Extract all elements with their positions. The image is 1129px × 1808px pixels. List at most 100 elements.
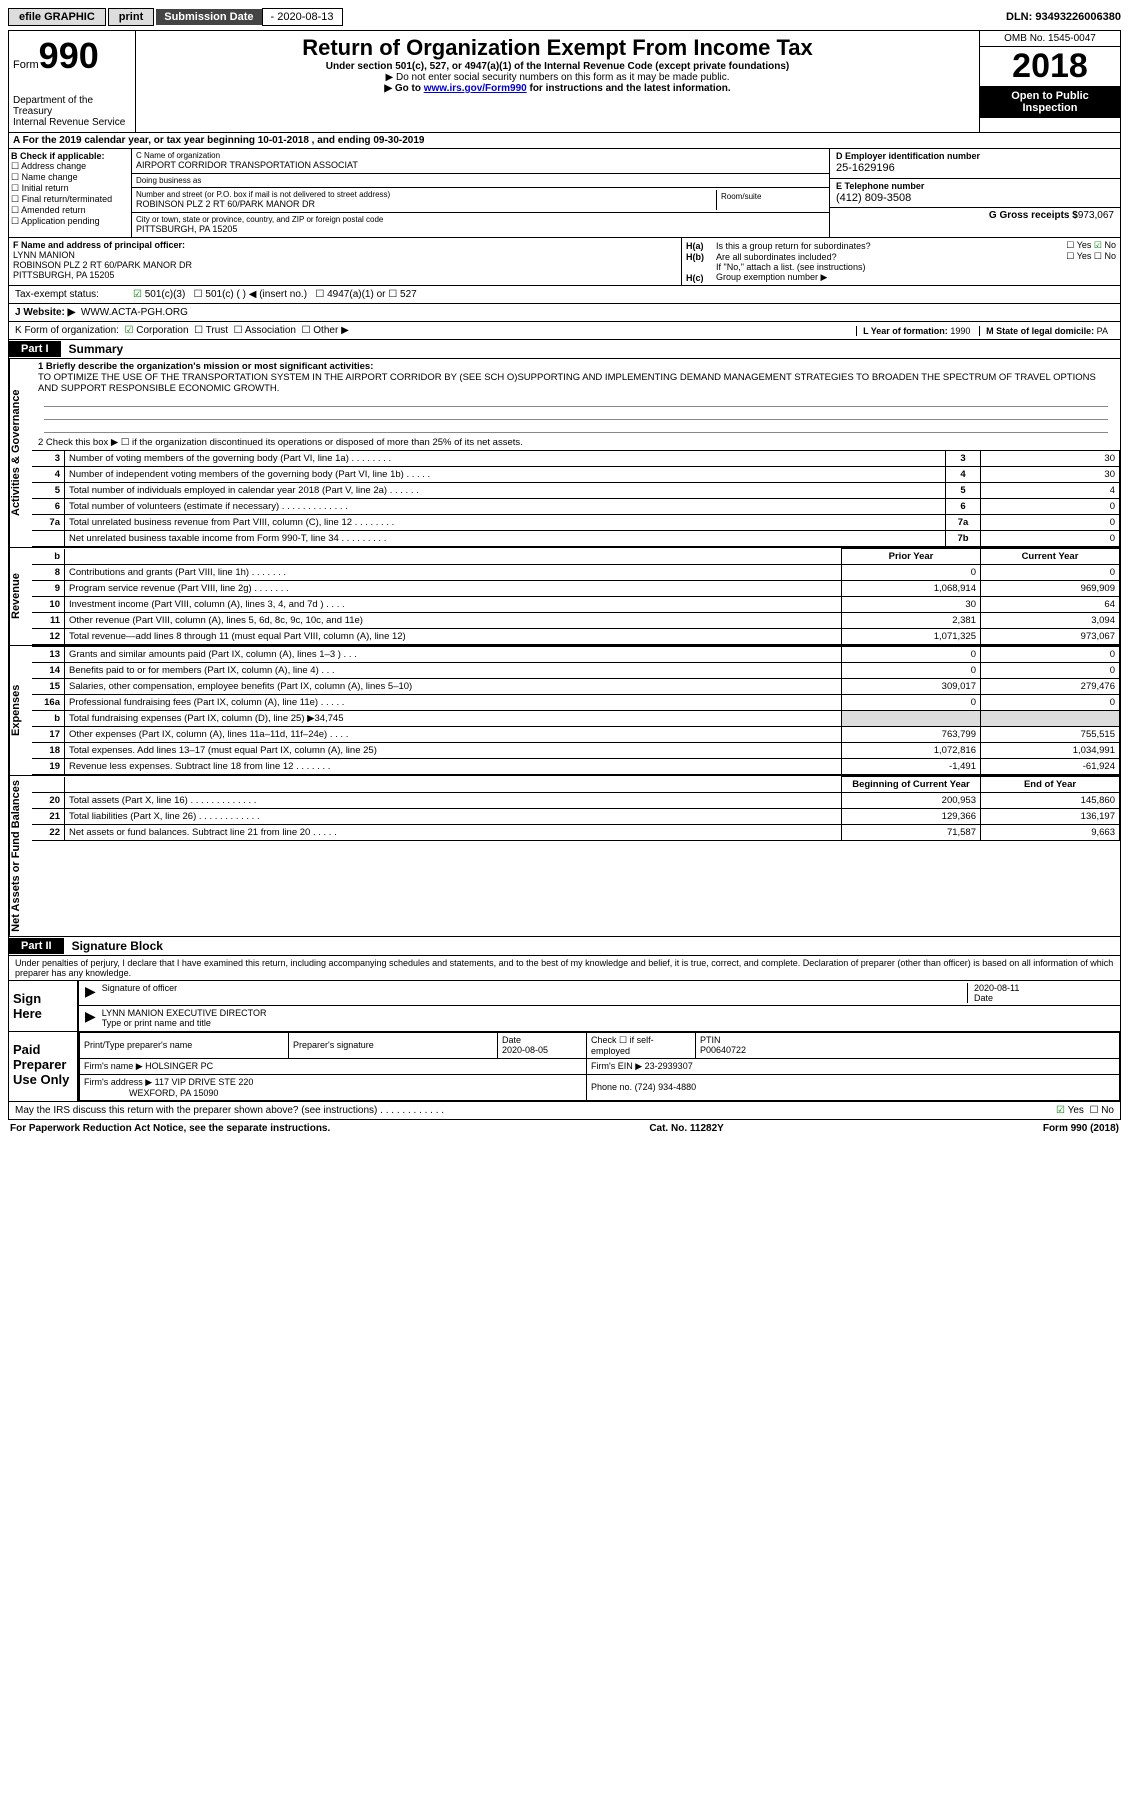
- line2: 2 Check this box ▶ ☐ if the organization…: [32, 435, 1120, 450]
- expenses-section: Expenses 13Grants and similar amounts pa…: [8, 646, 1121, 776]
- inspection-badge: Open to PublicInspection: [980, 86, 1120, 118]
- mission-text: TO OPTIMIZE THE USE OF THE TRANSPORTATIO…: [38, 372, 1096, 394]
- hb-key: H(b): [686, 252, 716, 262]
- firm-phone: (724) 934-4880: [635, 1082, 697, 1092]
- prep-sig-label: Preparer's signature: [289, 1032, 498, 1058]
- addr-label: Number and street (or P.O. box if mail i…: [136, 190, 716, 199]
- chk-501c[interactable]: 501(c) ( ) ◀ (insert no.): [194, 289, 307, 300]
- city-label: City or town, state or province, country…: [136, 215, 825, 224]
- signature-block: Under penalties of perjury, I declare th…: [8, 956, 1121, 1102]
- firm-addr1: 117 VIP DRIVE STE 220: [155, 1077, 254, 1087]
- table-row: 9Program service revenue (Part VIII, lin…: [32, 581, 1120, 597]
- k-label: K Form of organization:: [15, 325, 119, 336]
- table-row: 8Contributions and grants (Part VIII, li…: [32, 565, 1120, 581]
- form-ref: Form 990 (2018): [1043, 1123, 1119, 1134]
- print-button[interactable]: print: [108, 8, 154, 26]
- ha-yes[interactable]: Yes: [1066, 240, 1091, 250]
- hc-key: H(c): [686, 273, 716, 283]
- block-b: B Check if applicable: Address change Na…: [8, 149, 1121, 238]
- discuss-yes[interactable]: Yes: [1056, 1105, 1084, 1116]
- table-row: 10Investment income (Part VIII, column (…: [32, 597, 1120, 613]
- governance-vtab: Activities & Governance: [9, 359, 32, 547]
- tel-value: (412) 809-3508: [836, 192, 911, 204]
- hb-label: Are all subordinates included?: [716, 252, 837, 262]
- chk-assoc[interactable]: Association: [234, 325, 296, 336]
- table-row: 13Grants and similar amounts paid (Part …: [32, 647, 1120, 663]
- chk-527[interactable]: 527: [388, 289, 416, 300]
- m-label: M State of legal domicile:: [986, 326, 1094, 336]
- ein-value: 25-1629196: [836, 162, 895, 174]
- chk-address-change[interactable]: Address change: [11, 161, 129, 172]
- table-row: 15Salaries, other compensation, employee…: [32, 679, 1120, 695]
- suite-label: Room/suite: [721, 192, 821, 201]
- chk-final-return[interactable]: Final return/terminated: [11, 194, 129, 205]
- prep-name-label: Print/Type preparer's name: [80, 1032, 289, 1058]
- top-toolbar: efile GRAPHIC print Submission Date - 20…: [8, 8, 1121, 26]
- end-year-hdr: End of Year: [981, 777, 1120, 793]
- dln: DLN: 93493226006380: [1006, 11, 1121, 23]
- instructions-note: ▶ Go to www.irs.gov/Form990 for instruct…: [140, 83, 975, 94]
- type-name-label: Type or print name and title: [102, 1018, 211, 1028]
- tax-exempt-status: Tax-exempt status: 501(c)(3) 501(c) ( ) …: [8, 286, 1121, 304]
- chk-other[interactable]: Other ▶: [302, 325, 349, 336]
- prep-date: 2020-08-05: [502, 1045, 548, 1055]
- ein-label: D Employer identification number: [836, 151, 980, 161]
- k-row: K Form of organization: Corporation Trus…: [8, 322, 1121, 340]
- expenses-table: 13Grants and similar amounts paid (Part …: [32, 646, 1120, 775]
- chk-name-change[interactable]: Name change: [11, 172, 129, 183]
- firm-name: HOLSINGER PC: [145, 1061, 213, 1071]
- governance-section: Activities & Governance 1 Briefly descri…: [8, 359, 1121, 548]
- gross-receipts: 973,067: [1078, 210, 1114, 221]
- hb-yes[interactable]: Yes: [1066, 251, 1091, 261]
- website-url: WWW.ACTA-PGH.ORG: [81, 307, 188, 318]
- arrow-icon: ▶: [85, 1008, 96, 1028]
- part1-tab: Part I: [9, 341, 61, 357]
- governance-table: 3Number of voting members of the governi…: [32, 450, 1120, 547]
- chk-app-pending[interactable]: Application pending: [11, 216, 129, 227]
- discuss-question: May the IRS discuss this return with the…: [15, 1105, 444, 1116]
- chk-amended[interactable]: Amended return: [11, 205, 129, 216]
- paperwork-notice: For Paperwork Reduction Act Notice, see …: [10, 1123, 330, 1134]
- line1-label: 1 Briefly describe the organization's mi…: [38, 361, 373, 372]
- org-name: AIRPORT CORRIDOR TRANSPORTATION ASSOCIAT: [136, 160, 358, 170]
- footer: For Paperwork Reduction Act Notice, see …: [8, 1120, 1121, 1137]
- arrow-icon: ▶: [85, 983, 96, 1003]
- form-word: Form: [13, 59, 39, 71]
- block-fh: F Name and address of principal officer:…: [8, 238, 1121, 286]
- revenue-table: bPrior YearCurrent Year 8Contributions a…: [32, 548, 1120, 645]
- table-row: 3Number of voting members of the governi…: [32, 451, 1120, 467]
- table-row: 4Number of independent voting members of…: [32, 467, 1120, 483]
- table-row: 14Benefits paid to or for members (Part …: [32, 663, 1120, 679]
- j-label: J Website: ▶: [15, 307, 75, 318]
- ha-no[interactable]: No: [1094, 240, 1116, 250]
- discuss-no[interactable]: No: [1089, 1105, 1114, 1116]
- chk-4947[interactable]: 4947(a)(1) or: [315, 289, 385, 300]
- part1-title: Summary: [61, 340, 132, 358]
- officer-print-name: LYNN MANION EXECUTIVE DIRECTOR: [102, 1008, 267, 1018]
- table-row: 17Other expenses (Part IX, column (A), l…: [32, 727, 1120, 743]
- sign-here-label: Sign Here: [9, 981, 79, 1031]
- form-subtitle: Under section 501(c), 527, or 4947(a)(1)…: [140, 61, 975, 72]
- chk-initial-return[interactable]: Initial return: [11, 183, 129, 194]
- org-name-label: C Name of organization: [136, 151, 825, 160]
- expenses-vtab: Expenses: [9, 646, 32, 775]
- chk-501c3[interactable]: 501(c)(3): [133, 289, 185, 300]
- ha-label: Is this a group return for subordinates?: [716, 241, 871, 251]
- irs-link[interactable]: www.irs.gov/Form990: [424, 83, 527, 94]
- part1-header: Part I Summary: [8, 340, 1121, 359]
- ptin-value: P00640722: [700, 1045, 746, 1055]
- part2-title: Signature Block: [64, 937, 171, 955]
- year-formation: 1990: [950, 326, 970, 336]
- officer-addr1: ROBINSON PLZ 2 RT 60/PARK MANOR DR: [13, 260, 192, 270]
- blank-line: [44, 407, 1108, 420]
- hb-no[interactable]: No: [1094, 251, 1116, 261]
- table-row: 7aTotal unrelated business revenue from …: [32, 515, 1120, 531]
- line-a-tax-year: A For the 2019 calendar year, or tax yea…: [8, 133, 1121, 149]
- efile-button[interactable]: efile GRAPHIC: [8, 8, 106, 26]
- table-row: 20Total assets (Part X, line 16) . . . .…: [32, 793, 1120, 809]
- chk-corp[interactable]: Corporation: [125, 325, 189, 336]
- chk-trust[interactable]: Trust: [194, 325, 228, 336]
- table-row: 22Net assets or fund balances. Subtract …: [32, 825, 1120, 841]
- self-employed-chk[interactable]: Check ☐ if self-employed: [587, 1032, 696, 1058]
- i-label: Tax-exempt status:: [15, 289, 133, 300]
